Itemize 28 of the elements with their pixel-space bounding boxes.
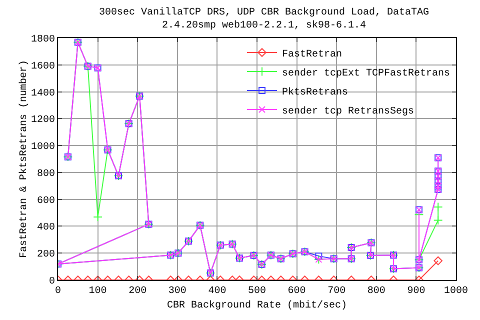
x-tick-label: 600 bbox=[288, 286, 306, 297]
legend-label: sender tcpExt TCPFastRetrans bbox=[282, 67, 450, 80]
y-tick-label: 400 bbox=[36, 222, 55, 234]
y-axis-title: FastRetran & PktsRetrans (number) bbox=[18, 60, 30, 258]
y-tick-label: 1600 bbox=[30, 61, 55, 72]
chart-title: 300sec VanillaTCP DRS, UDP CBR Background Load, DataTAG bbox=[98, 6, 430, 18]
x-tick-label: 200 bbox=[128, 286, 147, 297]
y-tick-label: 1000 bbox=[30, 142, 55, 154]
y-tick-label: 800 bbox=[36, 168, 55, 180]
y-tick-label: 1400 bbox=[30, 88, 55, 100]
x-tick-label: 400 bbox=[208, 286, 226, 297]
x-tick-label: 700 bbox=[328, 286, 346, 297]
x-tick-label: 100 bbox=[88, 286, 107, 297]
y-tick-label: 0 bbox=[48, 276, 55, 288]
legend-label: FastRetran bbox=[282, 49, 342, 60]
legend-label: PktsRetrans bbox=[282, 86, 348, 98]
x-tick-label: 1000 bbox=[444, 286, 468, 297]
legend-label: sender tcp RetransSegs bbox=[282, 105, 414, 118]
x-tick-label: 300 bbox=[168, 286, 186, 297]
y-tick-label: 1800 bbox=[30, 34, 55, 46]
y-tick-label: 200 bbox=[36, 250, 55, 261]
x-tick-label: 800 bbox=[367, 286, 386, 297]
chart-subtitle: 2.4.20smp web100-2.2.1, sk98-6.1.4 bbox=[162, 19, 366, 32]
y-tick-label: 600 bbox=[36, 196, 55, 207]
x-tick-label: 900 bbox=[407, 286, 426, 297]
x-tick-label: 500 bbox=[248, 286, 266, 297]
x-axis-title: CBR Background Rate (mbit/sec) bbox=[166, 300, 348, 312]
y-tick-label: 1200 bbox=[30, 115, 55, 126]
